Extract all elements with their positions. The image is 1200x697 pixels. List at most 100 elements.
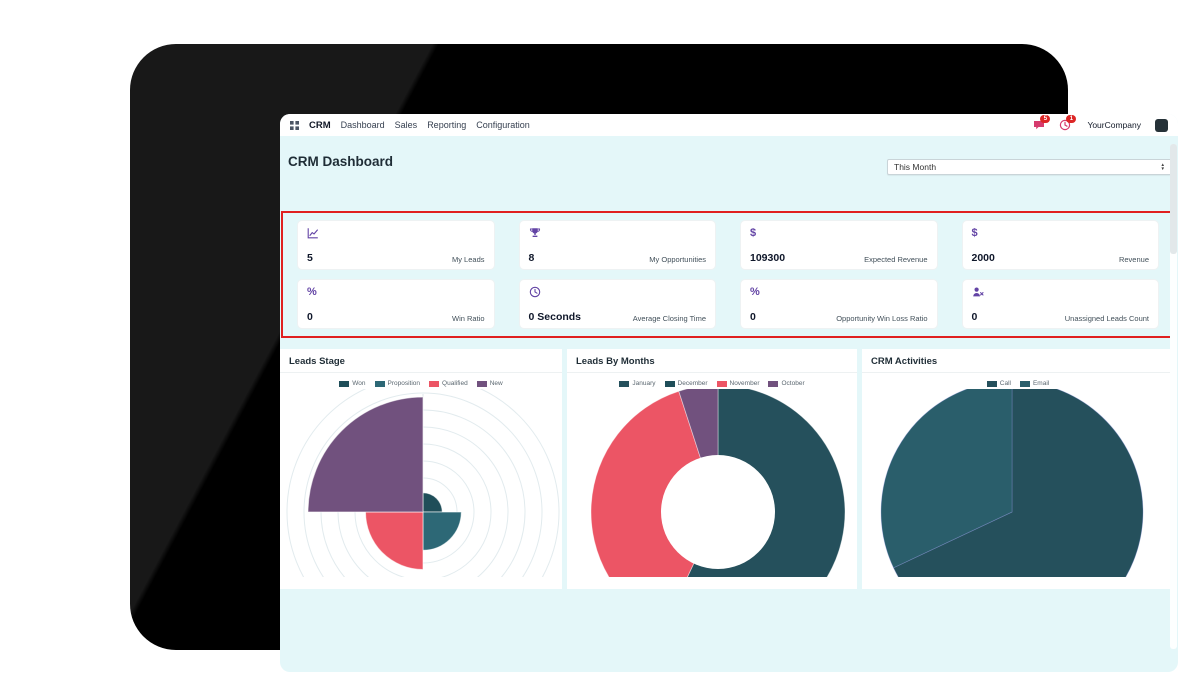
kpi-card-my-opportunities[interactable]: 8 My Opportunities: [518, 220, 716, 270]
kpi-card-win-ratio[interactable]: % 0 Win Ratio: [297, 279, 495, 329]
kpi-label: Unassigned Leads Count: [1064, 314, 1149, 323]
chart-title: CRM Activities: [862, 349, 1174, 373]
legend-label: Email: [1032, 380, 1050, 387]
legend-label: November: [729, 380, 760, 387]
legend-label: October: [781, 380, 805, 387]
nav-reporting[interactable]: Reporting: [427, 120, 467, 130]
period-value: This Month: [894, 162, 937, 172]
legend-swatch: [664, 380, 675, 387]
kpi-label: My Opportunities: [649, 255, 706, 264]
message-icon: [1034, 121, 1045, 130]
chart-title: Leads Stage: [280, 349, 562, 373]
legend-item-email[interactable]: Email: [1019, 380, 1050, 387]
legend-label: December: [677, 380, 708, 387]
scrollbar-thumb[interactable]: [1170, 144, 1177, 254]
legend-item-qualified[interactable]: Qualified: [429, 380, 468, 387]
chart-card-leads-by-months: Leads By Months January December Novembe…: [567, 349, 857, 589]
chart-card-leads-stage: Leads Stage Won Proposition Qualified Ne…: [280, 349, 562, 589]
device-frame: CRM Dashboard Sales Reporting Configurat…: [130, 44, 1178, 672]
legend-swatch: [716, 380, 727, 387]
legend-item-proposition[interactable]: Proposition: [374, 380, 421, 387]
legend-item-october[interactable]: October: [768, 380, 805, 387]
kpi-value: 0: [971, 311, 978, 323]
kpi-value: 8: [528, 252, 535, 264]
chart-title: Leads By Months: [567, 349, 857, 373]
kpi-label: Opportunity Win Loss Ratio: [836, 314, 928, 323]
legend-label: New: [489, 380, 503, 387]
select-arrows-icon: ▲ ▼: [1160, 162, 1165, 171]
kpi-card-expected-revenue[interactable]: $ 109300 Expected Revenue: [740, 220, 938, 270]
kpi-card-my-leads[interactable]: 5 My Leads: [297, 220, 495, 270]
kpi-value: 5: [307, 252, 313, 264]
page-title: CRM Dashboard: [288, 154, 394, 169]
legend-item-december[interactable]: December: [664, 380, 708, 387]
legend-item-call[interactable]: Call: [986, 380, 1011, 387]
kpi-card-unassigned-leads-count[interactable]: 0 Unassigned Leads Count: [961, 279, 1159, 329]
legend-item-won[interactable]: Won: [339, 380, 366, 387]
trophy-icon: [529, 226, 707, 240]
percent-icon: %: [307, 286, 317, 298]
legend-label: Won: [352, 380, 366, 387]
leads-by-months-legend: January December November October: [567, 380, 857, 387]
nav-sales[interactable]: Sales: [394, 120, 418, 130]
legend-label: Proposition: [387, 380, 421, 387]
activities-button[interactable]: 1: [1059, 115, 1077, 131]
kpi-card-opportunity-win-loss-ratio[interactable]: % 0 Opportunity Win Loss Ratio: [740, 279, 938, 329]
kpi-value: 109300: [750, 252, 786, 264]
legend-item-november[interactable]: November: [716, 380, 760, 387]
kpi-label: Win Ratio: [451, 314, 485, 323]
legend-swatch: [1019, 380, 1030, 387]
charts-row: Leads Stage Won Proposition Qualified Ne…: [280, 349, 1174, 589]
nav-configuration[interactable]: Configuration: [476, 120, 530, 130]
user-x-icon: [972, 285, 1150, 299]
app-screen: CRM Dashboard Sales Reporting Configurat…: [280, 114, 1178, 672]
messages-badge: 5: [1040, 115, 1051, 123]
vertical-scrollbar[interactable]: [1170, 144, 1177, 649]
top-navbar: CRM Dashboard Sales Reporting Configurat…: [280, 114, 1178, 136]
legend-label: Call: [999, 380, 1011, 387]
legend-swatch: [374, 380, 385, 387]
legend-item-january[interactable]: January: [619, 380, 656, 387]
kpi-label: Expected Revenue: [864, 255, 928, 264]
clock-icon: [529, 285, 707, 299]
legend-swatch: [619, 380, 630, 387]
period-select[interactable]: This Month ▲ ▼: [887, 159, 1172, 175]
kpi-value: 2000: [971, 252, 995, 264]
legend-label: Qualified: [442, 380, 468, 387]
crm-activities-legend: Call Email: [862, 380, 1174, 387]
kpi-label: My Leads: [451, 255, 485, 264]
legend-swatch: [476, 380, 487, 387]
user-avatar[interactable]: [1155, 118, 1168, 132]
leads-stage-legend: Won Proposition Qualified New: [280, 380, 562, 387]
kpi-label: Revenue: [1118, 255, 1149, 264]
line-chart-icon: [307, 226, 485, 240]
legend-swatch: [986, 380, 997, 387]
kpi-panel: 5 My Leads 8 My Opportunities $: [281, 211, 1175, 338]
crm-activities-pie-chart[interactable]: [862, 389, 1174, 577]
legend-item-new[interactable]: New: [476, 380, 503, 387]
kpi-value: 0: [307, 311, 313, 323]
leads-stage-polar-chart[interactable]: [280, 389, 562, 577]
legend-swatch: [429, 380, 440, 387]
chart-card-crm-activities: CRM Activities Call Email: [862, 349, 1174, 589]
percent-icon: %: [750, 286, 760, 298]
legend-swatch: [339, 380, 350, 387]
nav-dashboard[interactable]: Dashboard: [340, 120, 385, 130]
company-name[interactable]: YourCompany: [1087, 120, 1141, 130]
kpi-label: Average Closing Time: [632, 314, 706, 323]
kpi-card-average-closing-time[interactable]: 0 Seconds Average Closing Time: [518, 279, 716, 329]
legend-label: January: [632, 380, 656, 387]
messages-button[interactable]: 5: [1033, 115, 1051, 131]
dollar-icon: $: [971, 227, 978, 239]
kpi-value: 0 Seconds: [528, 311, 582, 323]
apps-grid-icon[interactable]: [290, 120, 299, 130]
app-name[interactable]: CRM: [309, 119, 331, 131]
leads-by-months-doughnut-chart[interactable]: [567, 389, 857, 577]
activity-clock-icon: [1060, 119, 1071, 131]
kpi-card-revenue[interactable]: $ 2000 Revenue: [961, 220, 1159, 270]
activities-badge: 1: [1066, 115, 1077, 123]
dollar-icon: $: [750, 227, 757, 239]
legend-swatch: [768, 380, 779, 387]
kpi-value: 0: [750, 311, 756, 323]
